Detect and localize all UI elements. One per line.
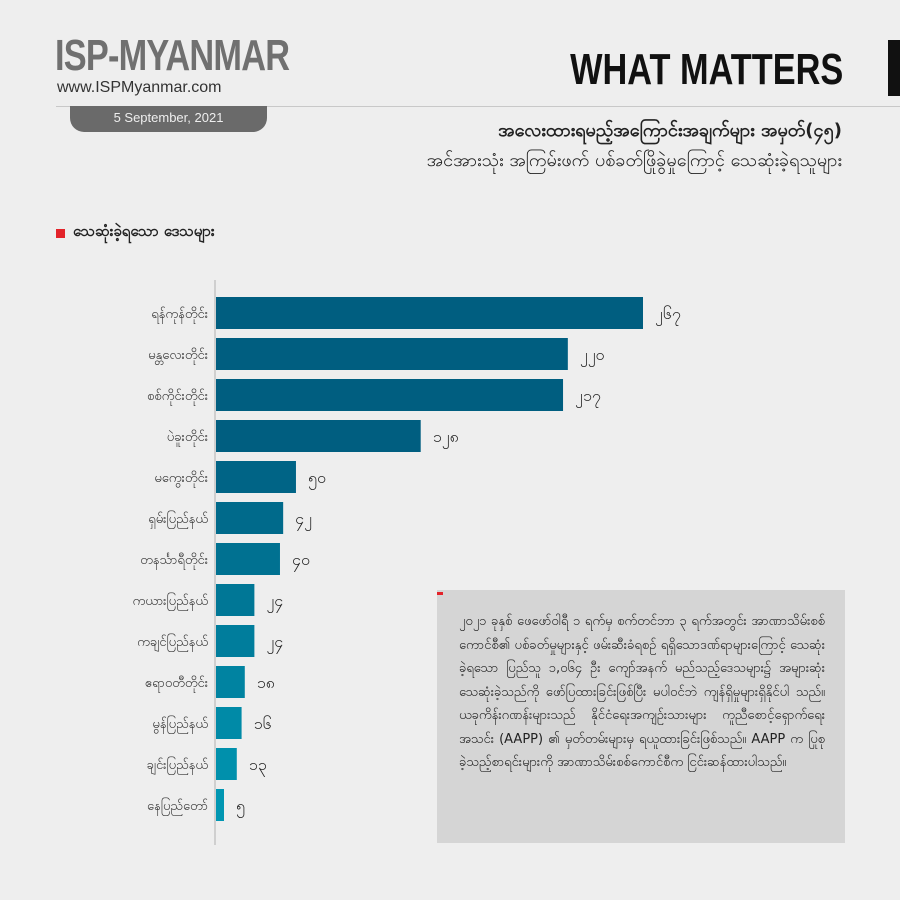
value-label: ၁၈ <box>257 673 275 692</box>
category-label: နေပြည်တော် <box>147 797 208 816</box>
category-label: ရှမ်းပြည်နယ် <box>148 510 208 529</box>
page-subtitle: အင်အားသုံး အကြမ်းဖက် ပစ်ခတ်ဖြိုခွဲမှုကြေ… <box>426 150 842 171</box>
bar <box>216 748 237 780</box>
value-label: ၂၁၇ <box>575 386 601 408</box>
value-label: ၁၆ <box>254 714 272 733</box>
header-divider <box>56 106 900 107</box>
value-label: ၂၄ <box>266 632 283 654</box>
bar <box>216 666 245 698</box>
category-label: ချင်းပြည်နယ် <box>147 756 209 775</box>
category-label: ဧရာဝတီတိုင်း <box>145 675 208 693</box>
value-label: ၁၃ <box>249 755 267 777</box>
legend-swatch <box>56 228 65 238</box>
value-label: ၄၀ <box>292 550 310 572</box>
legend-label: သေဆုံးခဲ့ရသော ဒေသများ <box>73 222 215 240</box>
legend: သေဆုံးခဲ့ရသော ဒေသများ <box>56 222 215 244</box>
bar <box>216 789 224 821</box>
category-label: ကယားပြည်နယ် <box>133 592 209 611</box>
bar <box>216 543 280 575</box>
category-label: မွန်ပြည်နယ် <box>152 715 208 734</box>
category-label: ရန်ကုန်တိုင်း <box>151 306 208 324</box>
bar <box>216 420 421 452</box>
date-badge: 5 September, 2021 <box>70 106 267 132</box>
bar <box>216 461 296 493</box>
value-label: ၂၄ <box>266 591 283 613</box>
bar <box>216 379 564 411</box>
value-label: ၁၂၈ <box>433 427 459 449</box>
value-label: ၅၀ <box>308 468 326 490</box>
bar <box>216 625 255 657</box>
note-box: ၂၀၂၁ ခုနှစ် ဖေဖော်ဝါရီ ၁ ရက်မှ စက်တင်ဘာ … <box>437 590 845 843</box>
website-url: www.ISPMyanmar.com <box>57 79 222 96</box>
value-label: ၂၂၀ <box>580 345 605 367</box>
bar <box>216 502 284 534</box>
bar <box>216 297 643 329</box>
page-title: အလေးထားရမည့်အကြောင်းအချက်များ အမှတ်(၄၅) <box>498 120 842 141</box>
accent-bar <box>888 40 900 96</box>
value-label: ၄၂ <box>295 509 312 531</box>
note-accent <box>437 592 443 595</box>
category-label: ပဲခူးတိုင်း <box>167 429 208 447</box>
bar <box>216 338 568 370</box>
category-label: မန္တလေးတိုင်း <box>148 347 208 365</box>
note-text: ၂၀၂၁ ခုနှစ် ဖေဖော်ဝါရီ ၁ ရက်မှ စက်တင်ဘာ … <box>459 614 825 770</box>
category-label: တနင်္သာရီတိုင်း <box>140 552 208 570</box>
series-title: WHAT MATTERS <box>569 45 843 94</box>
category-label: စစ်ကိုင်းတိုင်း <box>147 388 208 406</box>
bar <box>216 707 242 739</box>
bar <box>216 584 255 616</box>
value-label: ၅ <box>236 796 245 818</box>
category-label: ကချင်ပြည်နယ် <box>137 633 208 652</box>
brand-logo: ISP-MYANMAR <box>55 31 290 80</box>
value-label: ၂၆၇ <box>655 304 681 326</box>
category-label: မကွေးတိုင်း <box>154 470 208 488</box>
